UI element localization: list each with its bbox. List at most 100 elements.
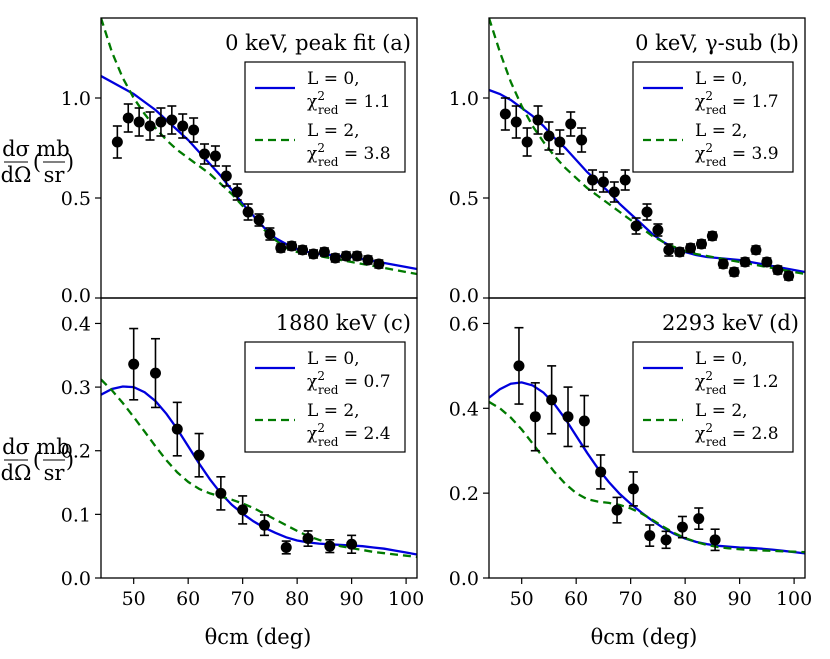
data-marker	[128, 359, 139, 370]
data-point	[750, 245, 761, 256]
x-tick-label: 90	[340, 588, 364, 610]
data-marker	[232, 187, 243, 198]
data-marker	[696, 239, 707, 250]
data-marker	[352, 251, 363, 262]
data-point	[330, 253, 341, 264]
data-point	[595, 455, 606, 489]
legend-label-line1: L = 0,	[695, 69, 748, 89]
data-marker	[177, 121, 188, 132]
data-point	[661, 531, 672, 548]
y-tick-label: 0.1	[61, 504, 91, 526]
data-marker	[579, 416, 590, 427]
legend: L = 0,χ2 red = 1.2L = 2,χ2 red = 2.8	[633, 342, 793, 452]
data-marker	[319, 247, 330, 258]
svg-text:): )	[66, 448, 74, 472]
data-point	[259, 515, 270, 535]
data-marker	[243, 207, 254, 218]
data-point	[281, 541, 292, 554]
svg-text:θcm (deg): θcm (deg)	[591, 625, 698, 649]
data-marker	[346, 539, 357, 550]
data-marker	[609, 187, 620, 198]
data-marker	[710, 534, 721, 545]
data-marker	[281, 542, 292, 553]
data-marker	[612, 505, 623, 516]
data-point	[324, 540, 335, 553]
y-tick-label: 0.4	[61, 313, 91, 335]
x-tick-label: 70	[231, 588, 255, 610]
data-point	[644, 525, 655, 546]
data-point	[565, 112, 576, 136]
data-marker	[693, 513, 704, 524]
y-tick-label: 0.4	[449, 398, 479, 420]
data-marker	[155, 117, 166, 128]
data-point	[579, 396, 590, 447]
data-point	[112, 126, 123, 158]
data-marker	[685, 243, 696, 254]
y-tick-label: 0.6	[449, 313, 479, 335]
data-point	[522, 128, 533, 156]
data-marker	[718, 259, 729, 270]
data-marker	[341, 251, 352, 262]
data-marker	[513, 360, 524, 371]
data-marker	[275, 243, 286, 254]
data-marker	[522, 137, 533, 148]
panel-title: 1880 keV (c)	[276, 311, 411, 335]
figure: 0.0 0.5 1.0 0 keV, peak fit (a) L = 0,χ2 red …	[0, 0, 830, 659]
panel-a: 0.0 0.5 1.0 0 keV, peak fit (a) L = 0,χ2 red …	[61, 18, 417, 307]
data-marker	[264, 229, 275, 240]
data-point	[628, 472, 639, 506]
svg-text:): )	[66, 150, 74, 174]
panel-c: 0.0 0.1 0.2 0.3 0.4 50 60 70 80 90 100 1880 keV (c)…	[61, 298, 424, 610]
y-tick-label: 0.3	[61, 377, 91, 399]
data-marker	[563, 411, 574, 422]
data-point	[772, 265, 783, 276]
data-marker	[123, 113, 134, 124]
x-tick-label: 100	[388, 588, 424, 610]
data-point	[612, 497, 623, 522]
data-marker	[652, 225, 663, 236]
data-point	[177, 114, 188, 138]
y-tick-label: 0.5	[449, 188, 479, 210]
legend-label-line1: L = 2,	[695, 121, 748, 141]
legend-label-line1: L = 2,	[307, 401, 360, 421]
data-marker	[221, 171, 232, 182]
data-marker	[286, 241, 297, 252]
legend-label-line1: L = 0,	[695, 349, 748, 369]
data-point	[685, 243, 696, 254]
legend-label-line1: L = 2,	[695, 401, 748, 421]
data-point	[609, 182, 620, 202]
data-point	[319, 247, 330, 258]
data-marker	[729, 267, 740, 278]
data-marker	[631, 221, 642, 232]
panel-title: 0 keV, γ-sub (b)	[635, 31, 799, 55]
data-marker	[330, 253, 341, 264]
data-marker	[595, 466, 606, 477]
data-point	[761, 257, 772, 268]
data-marker	[677, 522, 688, 533]
data-marker	[628, 483, 639, 494]
panel-b: 0.00.51.00 keV, γ-sub (b)L = 0,χ2 red = 1…	[449, 18, 805, 307]
ylabel-bottom: dσ dΩ ( mb sr )	[1, 435, 75, 485]
data-marker	[674, 247, 685, 258]
data-point	[188, 118, 199, 142]
x-tick-label: 60	[176, 588, 200, 610]
x-tick-label: 70	[619, 588, 643, 610]
data-marker	[324, 541, 335, 552]
x-tick-label: 80	[285, 588, 309, 610]
data-point	[718, 259, 729, 270]
data-point	[511, 106, 522, 138]
data-marker	[530, 411, 541, 422]
data-point	[237, 496, 248, 524]
data-marker	[587, 175, 598, 186]
data-point	[123, 104, 134, 132]
data-point	[352, 251, 363, 262]
y-tick-label: 0.5	[61, 188, 91, 210]
data-marker	[259, 520, 270, 531]
y-tick-label: 0.0	[61, 568, 91, 590]
y-tick-label: 1.0	[61, 88, 91, 110]
y-tick-label: 0.2	[449, 483, 479, 505]
xlabel-right: θcm (deg)	[591, 625, 698, 649]
panel-title: 0 keV, peak fit (a)	[225, 31, 411, 55]
data-marker	[215, 488, 226, 499]
data-marker	[150, 368, 161, 379]
